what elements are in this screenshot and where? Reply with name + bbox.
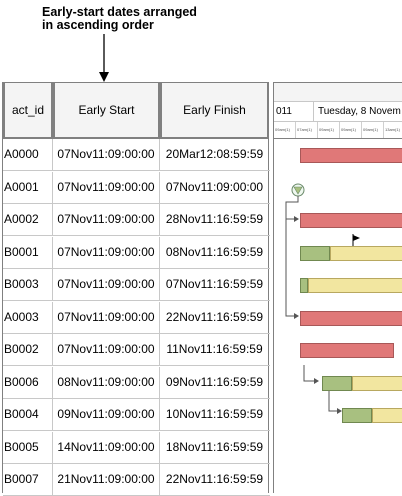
gantt-header-year: 011: [274, 102, 314, 121]
cell-early-finish: 20Mar12:08:59:59: [165, 147, 264, 161]
cell-early-start: 07Nov11:09:00:00: [53, 139, 160, 170]
gantt-tick-label: 07am(1): [296, 122, 318, 138]
cell-act-id: B0004: [3, 399, 53, 430]
cell-act-id: A0000: [3, 139, 53, 170]
gantt-bar-green[interactable]: [322, 375, 352, 391]
gantt-header-dates: 011 Tuesday, 8 Novem: [274, 102, 402, 122]
gantt-header-ticks: 09am(1) 07am(1) 09am(1) 09am(1) 09am(1) 13am(…: [274, 122, 402, 139]
cell-early-finish: 11Nov11:16:59:59: [166, 342, 263, 356]
gantt-chart: 011 Tuesday, 8 Novem 09am(1) 07am(1) 09am(…: [273, 82, 402, 493]
flag-icon: [353, 235, 360, 241]
gantt-bar-red[interactable]: [300, 343, 394, 358]
gantt-bar-red[interactable]: [300, 310, 402, 326]
cell-act-id: B0003: [3, 269, 53, 300]
gantt-bar-yellow[interactable]: [308, 278, 402, 293]
cell-early-finish: 22Nov11:16:59:59: [165, 472, 264, 486]
gantt-tick-label: 09am(1): [274, 122, 296, 138]
gantt-bar-green[interactable]: [342, 408, 372, 423]
table-row[interactable]: A0000 07Nov11:09:00:00 20Mar12:08:59:59: [3, 139, 270, 171]
cell-early-start: 07Nov11:09:00:00: [53, 171, 160, 203]
cell-act-id: B0002: [3, 334, 53, 365]
table-row[interactable]: A0001 07Nov11:09:00:00 07Nov11:09:00:00: [3, 171, 270, 204]
cell-early-finish: 18Nov11:16:59:59: [165, 439, 264, 454]
cell-early-start: 09Nov11:09:00:00: [53, 399, 160, 430]
cell-early-start: 14Nov11:09:00:00: [53, 431, 160, 463]
gantt-tick-label: 09am(1): [362, 122, 384, 138]
cell-early-finish: 07Nov11:16:59:59: [165, 277, 264, 291]
column-header-act-id[interactable]: act_id: [3, 83, 53, 139]
gantt-bar-red[interactable]: [300, 213, 402, 228]
table-row[interactable]: B0003 07Nov11:09:00:00 07Nov11:16:59:59: [3, 269, 270, 301]
gantt-bar-yellow[interactable]: [372, 408, 402, 423]
annotation-line-2: in ascending order: [42, 18, 154, 32]
gantt-bar-green[interactable]: [300, 278, 308, 293]
cell-act-id: B0001: [3, 236, 53, 268]
gantt-tick-label: 09am(1): [318, 122, 340, 138]
gantt-bar-yellow[interactable]: [330, 245, 402, 261]
column-header-early-finish[interactable]: Early Finish: [160, 83, 269, 139]
gantt-header-top: [274, 83, 402, 102]
table-row[interactable]: A0002 07Nov11:09:00:00 28Nov11:16:59:59: [3, 204, 270, 236]
cell-early-finish: 28Nov11:16:59:59: [165, 212, 264, 226]
cell-early-finish: 22Nov11:16:59:59: [165, 309, 264, 324]
cell-early-finish: 10Nov11:16:59:59: [165, 407, 264, 421]
cell-early-finish: 09Nov11:16:59:59: [165, 374, 264, 389]
gantt-bar-green[interactable]: [300, 245, 330, 261]
activity-table: act_id Early Start Early Finish A0000 07N…: [2, 82, 270, 496]
cell-act-id: A0002: [3, 204, 53, 235]
gantt-header-day: Tuesday, 8 Novem: [318, 106, 401, 117]
annotation-line-1: Early-start dates arranged: [42, 5, 197, 19]
annotation-callout: Early-start dates arranged in ascending …: [42, 6, 197, 32]
cell-act-id: B0006: [3, 366, 53, 398]
cell-early-start: 07Nov11:09:00:00: [53, 301, 160, 333]
cell-early-start: 07Nov11:09:00:00: [53, 334, 160, 365]
cell-act-id: A0001: [3, 171, 53, 203]
cell-act-id: A0003: [3, 301, 53, 333]
table-row[interactable]: B0002 07Nov11:09:00:00 11Nov11:16:59:59: [3, 334, 270, 366]
table-row[interactable]: B0001 07Nov11:09:00:00 08Nov11:16:59:59: [3, 236, 270, 269]
cell-act-id: B0005: [3, 431, 53, 463]
gantt-tick-label: 13am(1): [384, 122, 402, 138]
cell-early-start: 08Nov11:09:00:00: [53, 366, 160, 398]
cell-early-start: 21Nov11:09:00:00: [53, 464, 160, 495]
table-row[interactable]: B0006 08Nov11:09:00:00 09Nov11:16:59:59: [3, 366, 270, 399]
gantt-bar-yellow[interactable]: [352, 375, 402, 391]
cell-early-start: 07Nov11:09:00:00: [53, 204, 160, 235]
table-row[interactable]: A0003 07Nov11:09:00:00 22Nov11:16:59:59: [3, 301, 270, 334]
table-row[interactable]: B0005 14Nov11:09:00:00 18Nov11:16:59:59: [3, 431, 270, 464]
gantt-links: [285, 183, 360, 414]
gantt-tick-label: 09am(1): [340, 122, 362, 138]
table-row[interactable]: B0007 21Nov11:09:00:00 22Nov11:16:59:59: [3, 464, 270, 496]
cell-act-id: B0007: [3, 464, 53, 495]
cell-early-start: 07Nov11:09:00:00: [53, 236, 160, 268]
table-row[interactable]: B0004 09Nov11:09:00:00 10Nov11:16:59:59: [3, 399, 270, 431]
cell-early-finish: 08Nov11:16:59:59: [165, 244, 264, 259]
gantt-bar-red[interactable]: [300, 148, 402, 163]
cell-early-start: 07Nov11:09:00:00: [53, 269, 160, 300]
column-header-early-start[interactable]: Early Start: [53, 83, 160, 139]
cell-early-finish: 07Nov11:09:00:00: [165, 179, 264, 194]
